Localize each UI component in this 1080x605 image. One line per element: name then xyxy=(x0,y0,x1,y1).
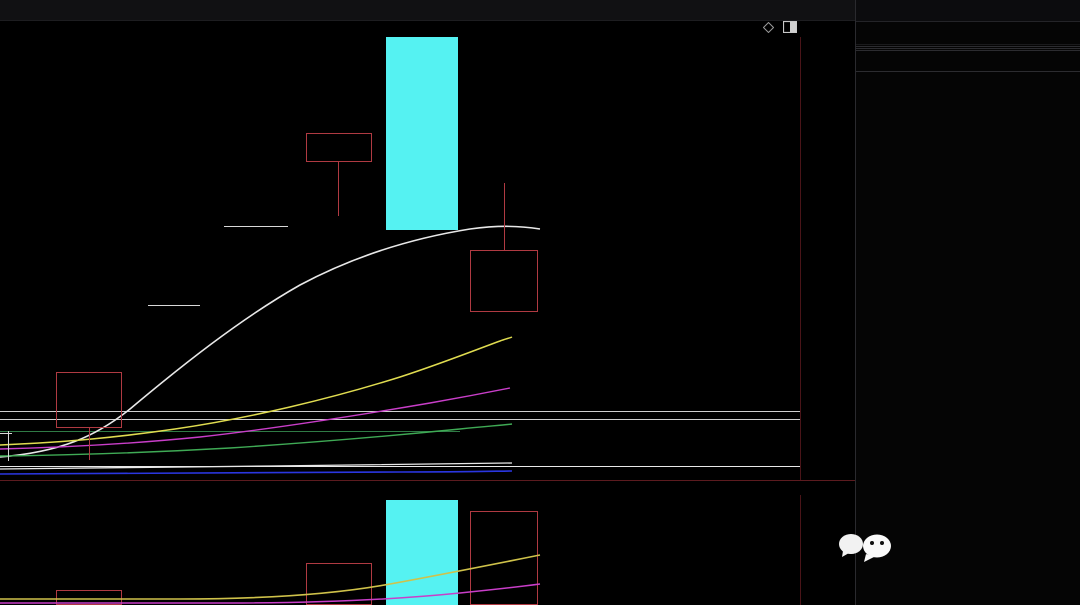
ma-legend xyxy=(0,20,858,37)
candle-body xyxy=(306,133,372,162)
volume-chart-pane[interactable] xyxy=(0,495,800,605)
candle-wick xyxy=(338,162,339,216)
reference-line-1 xyxy=(0,411,800,412)
ma120-curve xyxy=(0,470,513,475)
volume-body xyxy=(386,500,458,605)
segment-4 xyxy=(8,431,9,461)
moving-average-curves xyxy=(0,225,541,475)
ma30-flat-left xyxy=(0,431,460,432)
segment-3 xyxy=(0,433,12,434)
volume-ma10-curve xyxy=(0,583,541,604)
trade-status-bar xyxy=(856,50,1080,72)
ma250-line xyxy=(0,466,800,467)
pane-separator xyxy=(0,480,855,481)
stats-divider xyxy=(856,48,1080,49)
candle-body xyxy=(386,37,458,230)
candle-far-left[interactable] xyxy=(56,372,122,460)
ma10-curve xyxy=(0,336,513,446)
volume-bar-selected[interactable] xyxy=(386,500,458,605)
candle-left[interactable] xyxy=(306,133,372,216)
ma20-curve xyxy=(0,387,511,450)
price-chart-pane[interactable] xyxy=(0,37,800,480)
diamond-icon[interactable] xyxy=(763,21,774,33)
stock-title xyxy=(856,0,1080,22)
weibi-row xyxy=(856,22,1080,45)
volume-ma-curves xyxy=(0,554,541,604)
chart-icon-group xyxy=(763,21,797,33)
chart-toolbar xyxy=(0,0,855,21)
split-square-icon[interactable] xyxy=(783,21,797,33)
selected-candle[interactable] xyxy=(386,37,458,230)
ma30-curve xyxy=(0,423,513,457)
chart-column xyxy=(0,0,855,605)
quote-panel xyxy=(855,0,1080,605)
volume-axis xyxy=(800,495,856,605)
ma60-curve xyxy=(0,225,541,458)
price-axis xyxy=(800,37,856,480)
candle-right[interactable] xyxy=(470,183,538,312)
candle-body xyxy=(56,372,122,428)
segment-2 xyxy=(148,305,200,306)
reference-line-2 xyxy=(0,419,800,420)
volume-ma5-curve xyxy=(0,554,541,600)
candle-wick xyxy=(504,183,505,250)
wechat-bubble-icon-small xyxy=(839,534,863,557)
ma250-curve xyxy=(0,462,513,470)
candle-body xyxy=(470,250,538,312)
segment-1 xyxy=(224,226,288,227)
orderbook-divider xyxy=(856,46,1080,47)
candle-wick xyxy=(89,428,90,460)
